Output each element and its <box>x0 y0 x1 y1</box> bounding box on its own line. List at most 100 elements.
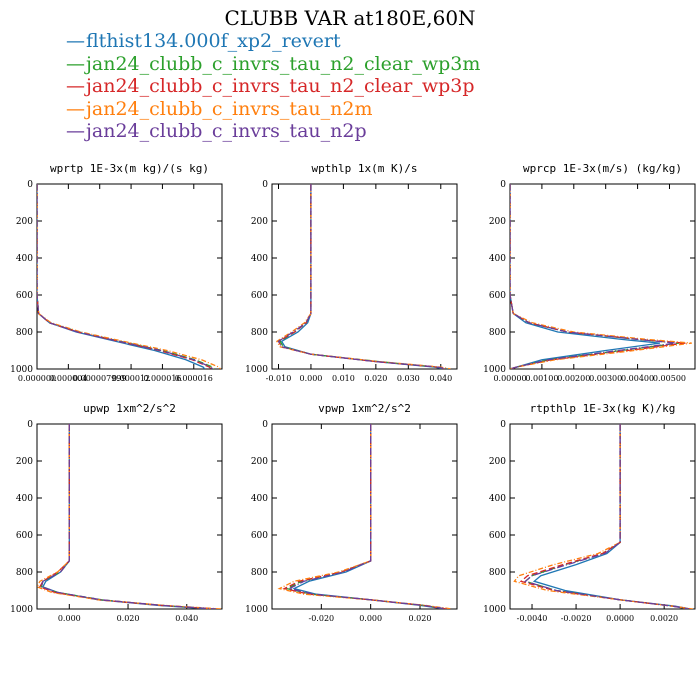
x-tick-label: 0.000016 <box>175 374 213 383</box>
x-tick-label: 0.030 <box>397 374 420 383</box>
x-tick-label: 0.00100 <box>525 374 558 383</box>
series-line-5 <box>524 424 689 609</box>
x-tick-label: 0.040 <box>429 374 452 383</box>
plot-frame <box>509 423 696 610</box>
series-line-2 <box>510 184 680 369</box>
x-tick-label: 0.0020 <box>650 614 678 623</box>
legend-label-3: jan24_clubb_c_invrs_tau_n2_clear_wp3p <box>86 75 475 97</box>
y-tick-label: 600 <box>16 531 33 541</box>
series-line-1 <box>532 424 691 609</box>
x-tick-label: 0.000004 <box>49 374 87 383</box>
x-tick-label: -0.020 <box>309 614 335 623</box>
y-tick-label: 1000 <box>245 605 268 615</box>
y-tick-label: 400 <box>251 254 268 264</box>
series-line-5 <box>510 184 676 369</box>
y-tick-label: 0 <box>262 180 268 190</box>
x-tick-label: 0.000 <box>359 614 382 623</box>
y-tick-label: 200 <box>16 457 33 467</box>
x-tick-label: 0.000012 <box>112 374 150 383</box>
x-tick-label: 0.000 <box>58 614 81 623</box>
series-line-5 <box>37 184 214 369</box>
y-tick-label: 400 <box>251 494 268 504</box>
legend-entry: —jan24_clubb_c_invrs_tau_n2m <box>66 98 480 121</box>
panel-3: wprcp 1E-3x(m/s) (kg/kg) 0 200 400 600 800 100… <box>483 162 696 383</box>
series-line-4 <box>276 184 451 369</box>
x-tick-label: 0.020 <box>364 374 387 383</box>
panel-1: wprtp 1E-3x(m kg)/(s kg) 0 200 400 600 800 100… <box>10 162 223 383</box>
panel-title: wpthlp 1x(m K)/s <box>312 162 418 175</box>
y-tick-label: 200 <box>251 457 268 467</box>
panel-title: wprtp 1E-3x(m kg)/(s kg) <box>50 162 209 175</box>
panel-5: vpwp 1xm^2/s^2 0 200 400 600 800 1000 -0.020 0.0… <box>245 402 458 623</box>
panel-4: upwp 1xm^2/s^2 0 200 400 600 800 1000 0.000 0.02… <box>10 402 223 623</box>
plot-frame <box>271 423 458 610</box>
series-line-3 <box>277 184 445 369</box>
x-tick-label: 0.00300 <box>589 374 622 383</box>
legend: —flthist134.000f_xp2_revert —jan24_clubb… <box>66 30 480 143</box>
y-tick-label: 0 <box>262 420 268 430</box>
y-tick-label: 600 <box>489 531 506 541</box>
y-tick-label: 400 <box>16 494 33 504</box>
series-line-1 <box>41 424 211 609</box>
y-tick-label: 1000 <box>10 365 33 375</box>
y-tick-label: 400 <box>489 254 506 264</box>
y-tick-label: 0 <box>500 420 506 430</box>
y-tick-label: 200 <box>16 217 33 227</box>
x-tick-label: 0.00400 <box>621 374 654 383</box>
series-line-1 <box>292 424 445 609</box>
y-tick-label: 800 <box>16 328 33 338</box>
panel-title: wprcp 1E-3x(m/s) (kg/kg) <box>523 162 682 175</box>
panel-2: wpthlp 1x(m K)/s 0 200 400 600 800 1000-0.010 0… <box>245 162 458 383</box>
x-tick-label: 0.00200 <box>557 374 590 383</box>
series-line-1 <box>510 184 660 369</box>
x-tick-label: 0.00500 <box>653 374 686 383</box>
x-tick-label: 0.000016 <box>143 374 181 383</box>
y-tick-label: 0 <box>27 180 33 190</box>
x-tick-label: 0.000007999 <box>73 374 126 383</box>
plot-frame <box>36 423 223 610</box>
y-tick-label: 200 <box>251 217 268 227</box>
y-tick-label: 800 <box>251 328 268 338</box>
y-tick-label: 600 <box>251 291 268 301</box>
series-line-5 <box>40 424 217 609</box>
x-tick-label: -0.010 <box>266 374 292 383</box>
series-line-4 <box>37 424 222 609</box>
panel-title: vpwp 1xm^2/s^2 <box>318 402 411 415</box>
figure-title: CLUBB VAR at180E,60N <box>224 6 476 30</box>
y-tick-label: 800 <box>489 568 506 578</box>
x-tick-label: -0.0040 <box>517 614 548 623</box>
series-line-4 <box>510 184 692 369</box>
x-tick-label: 0.040 <box>175 614 198 623</box>
panel-6: rtpthlp 1E-3x(kg K)/kg 0 200 400 600 800 1000 -… <box>483 402 696 623</box>
y-tick-label: 0 <box>27 420 33 430</box>
panel-title: upwp 1xm^2/s^2 <box>83 402 176 415</box>
x-tick-label: -0.0020 <box>561 614 592 623</box>
series-line-1 <box>280 184 445 369</box>
series-line-4 <box>37 184 221 369</box>
series-line-3 <box>38 424 217 609</box>
series-line-2 <box>40 424 217 609</box>
series-line-2 <box>524 424 689 609</box>
y-tick-label: 1000 <box>483 605 506 615</box>
legend-entry: —jan24_clubb_c_invrs_tau_n2p <box>66 120 480 143</box>
series-line-3 <box>519 424 691 609</box>
y-tick-label: 600 <box>251 531 268 541</box>
y-tick-label: 600 <box>16 291 33 301</box>
y-tick-label: 800 <box>251 568 268 578</box>
y-tick-label: 800 <box>16 568 33 578</box>
x-tick-label: 0.010 <box>332 374 355 383</box>
x-tick-label: 0.020 <box>117 614 140 623</box>
y-tick-label: 1000 <box>245 365 268 375</box>
legend-entry: —flthist134.000f_xp2_revert <box>66 30 480 53</box>
panel-title: rtpthlp 1E-3x(kg K)/kg <box>530 402 676 415</box>
y-tick-label: 1000 <box>10 605 33 615</box>
series-line-2 <box>279 184 448 369</box>
legend-label-1: flthist134.000f_xp2_revert <box>86 30 341 52</box>
plot-frame <box>271 183 458 370</box>
legend-entry: —jan24_clubb_c_invrs_tau_n2_clear_wp3m <box>66 53 480 76</box>
x-tick-label: 0.000000 <box>18 374 56 383</box>
series-line-5 <box>287 424 448 609</box>
y-tick-label: 400 <box>489 494 506 504</box>
y-tick-label: 400 <box>16 254 33 264</box>
legend-label-4: jan24_clubb_c_invrs_tau_n2m <box>86 97 373 120</box>
